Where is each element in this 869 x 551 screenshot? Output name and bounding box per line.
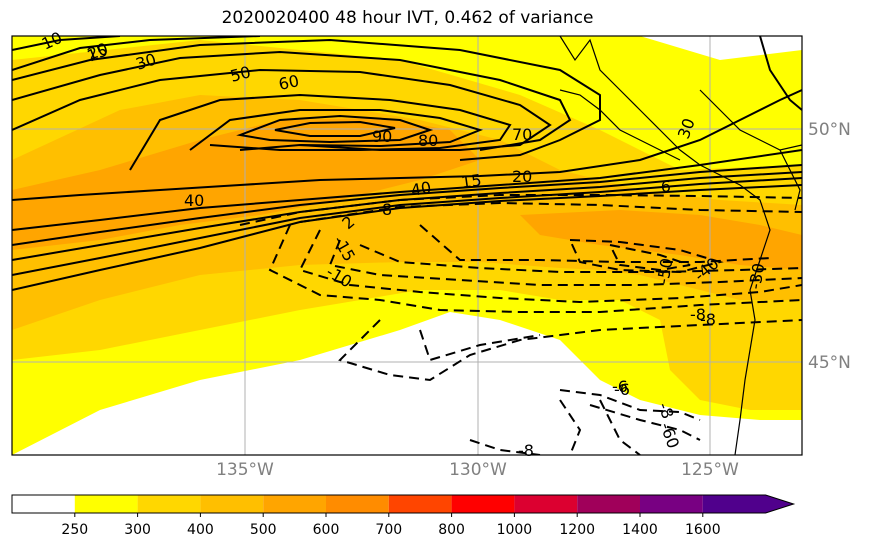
contour-label: -8 <box>700 310 716 329</box>
gridlines <box>12 36 802 455</box>
contour-label: 15 <box>460 170 483 192</box>
colorbar-swatch <box>451 495 515 513</box>
colorbar-swatch <box>640 495 703 513</box>
contour-90 <box>274 120 396 137</box>
contour-neg15 <box>328 239 802 286</box>
coastline <box>559 36 802 455</box>
colorbar-tick-label: 1000 <box>497 522 533 538</box>
colorbar-tick-label: 500 <box>250 522 277 538</box>
colorbar-swatch <box>577 495 640 513</box>
contour-label: -6 <box>614 380 630 399</box>
contour-label: 20 <box>512 167 532 186</box>
colorbar-tick-label: 600 <box>313 522 340 538</box>
contour-neg60 <box>608 243 691 272</box>
contour-30b <box>759 36 802 111</box>
lon-label-125w: 125°W <box>681 460 739 480</box>
map-frame <box>11 35 803 456</box>
colorbar-swatch <box>388 495 452 513</box>
colorbar-swatch <box>326 495 389 513</box>
contour-label: -50 <box>653 257 676 286</box>
contour-40 <box>12 89 802 201</box>
coast-sound <box>779 149 801 211</box>
contour-15 <box>12 36 261 71</box>
contour-80 <box>236 114 434 144</box>
contour-label: -8 <box>654 400 677 421</box>
contour-15b <box>12 149 802 231</box>
contour-50 <box>12 68 552 151</box>
contour-label: 40 <box>409 178 432 200</box>
contour-label: -8 <box>690 305 706 324</box>
colorbar-swatch <box>12 495 75 513</box>
contour-label: 60 <box>277 71 301 94</box>
lat-label-45n: 45°N <box>808 353 851 373</box>
negative-contours <box>239 194 802 455</box>
colorbar-outline <box>11 494 796 514</box>
contour-label: -8 <box>518 441 534 460</box>
colorbar-swatch <box>263 495 326 513</box>
contour-label: 80 <box>418 131 438 150</box>
coast-island <box>559 89 681 161</box>
coast-main <box>559 36 771 455</box>
colorbar-tick-label: 1200 <box>559 522 595 538</box>
contour-70 <box>189 109 484 151</box>
shade-500b <box>520 210 802 270</box>
contour-60 <box>129 93 512 171</box>
contour-label: 50 <box>228 62 253 86</box>
contour-label: -30 <box>745 262 768 291</box>
contour-label: -6 <box>612 377 628 396</box>
chart-title: 2020020400 48 hour IVT, 0.462 of varianc… <box>221 8 594 28</box>
colorbar-swatch <box>514 495 578 513</box>
contour-neg2 <box>239 194 802 226</box>
colorbar-tick-label: 1600 <box>685 522 721 538</box>
contour-neg8d <box>589 404 701 441</box>
colorbar-tick-label: 250 <box>61 522 88 538</box>
lat-label-50n: 50°N <box>808 120 851 140</box>
contour-label: 70 <box>512 125 532 144</box>
contour-neg8a <box>268 224 802 313</box>
contour-label: 8 <box>382 200 392 219</box>
colorbar-tick-label: 700 <box>375 522 402 538</box>
contour-neg8b <box>338 319 802 382</box>
contour-neg8c <box>419 329 541 362</box>
contour-label: -6 <box>655 177 671 196</box>
ivt-shading <box>12 36 802 455</box>
colorbar-swatch <box>137 495 201 513</box>
contour-neg8f <box>559 399 582 455</box>
coast-inland <box>699 89 802 151</box>
contour-neg30 <box>419 224 771 263</box>
colorbar-tick-label: 1400 <box>622 522 658 538</box>
contour-20 <box>12 38 601 161</box>
contour-10b <box>12 164 802 246</box>
colorbar-swatch <box>74 495 138 513</box>
colorbar-extend-arrow <box>702 495 794 513</box>
colorbar-tick-label: 400 <box>187 522 214 538</box>
lon-label-135w: 135°W <box>216 460 274 480</box>
contour-neg6b <box>559 389 701 421</box>
contour-30 <box>12 50 572 151</box>
contour-label: 90 <box>372 127 392 146</box>
contour-2b <box>12 177 802 276</box>
contour-neg10 <box>298 229 802 304</box>
colorbar-swatch <box>200 495 264 513</box>
lon-label-130w: 130°W <box>449 460 507 480</box>
colorbar: 250 300 400 500 600 700 800 1000 1200 1400 1600 <box>11 494 796 538</box>
colorbar-tick-label: 800 <box>438 522 465 538</box>
colorbar-tick-label: 300 <box>124 522 151 538</box>
contour-label: 40 <box>184 191 204 210</box>
contour-neg6 <box>299 201 802 223</box>
contour-10 <box>12 36 121 51</box>
